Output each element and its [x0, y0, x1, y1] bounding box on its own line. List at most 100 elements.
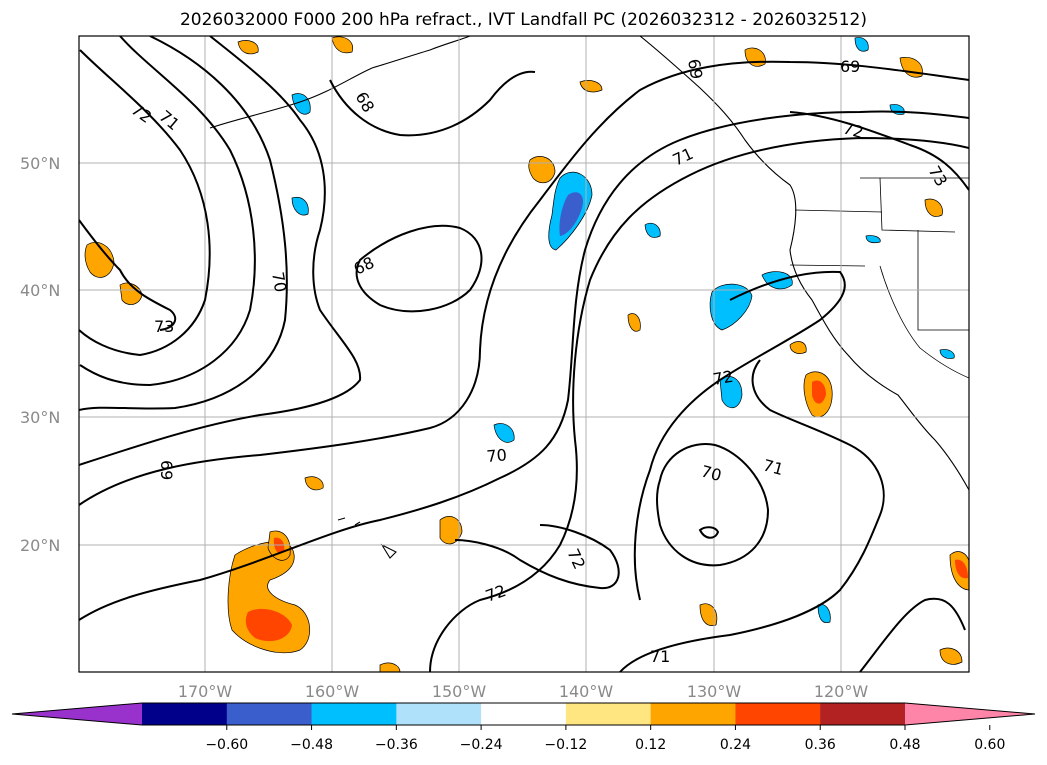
colorbar-segment — [226, 703, 313, 725]
lon-label-170: 170°W — [178, 682, 233, 701]
contour-line-15 — [859, 597, 966, 672]
lon-label-150: 150°W — [432, 682, 487, 701]
positive-anomaly-8 — [439, 516, 463, 545]
colorbar-tick-label: 0.36 — [805, 737, 836, 753]
lat-label-40: 40°N — [20, 281, 60, 300]
contour-line-8 — [355, 224, 483, 313]
negative-anomaly-11 — [817, 604, 831, 624]
colorbar-segment — [650, 703, 736, 725]
colorbar-tick-label: −0.24 — [460, 737, 503, 753]
colorbar-tick-label: 0.48 — [889, 737, 920, 753]
lon-label-120: 120°W — [814, 682, 869, 701]
map-panel: 72 71 68 69 72 73 71 68 70 73 69 70 72 7… — [79, 36, 969, 672]
contour-line-11 — [454, 524, 620, 590]
contour-label: 69 — [684, 57, 706, 80]
colorbar-tick-label: 0.12 — [635, 737, 666, 753]
lat-label-30: 30°N — [20, 408, 60, 427]
positive-anomaly-16 — [627, 313, 641, 332]
negative-anomaly-main-core — [559, 192, 584, 236]
coastlines — [209, 36, 969, 559]
contour-line-5 — [79, 36, 362, 466]
negative-anomaly-6 — [291, 196, 309, 216]
colorbar-segment — [735, 703, 821, 725]
contour-label: 70 — [486, 445, 508, 466]
contour-label: 70 — [268, 270, 290, 293]
colorbar-tick-label: −0.60 — [205, 737, 248, 753]
colorbar-tick-label: 0.60 — [974, 737, 1005, 753]
negative-anomaly-9 — [854, 37, 869, 52]
state-borders — [789, 177, 969, 379]
contour-line-6 — [329, 70, 536, 137]
contour-label: 70 — [699, 462, 724, 486]
negative-anomaly-4 — [719, 376, 743, 408]
colorbar-outline — [11, 702, 1036, 726]
contour-line-9 — [79, 110, 969, 621]
longitude-labels: 170°W 160°W 150°W 140°W 130°W 120°W — [178, 682, 869, 701]
positive-anomaly-18 — [939, 647, 963, 665]
contour-label: 72 — [711, 367, 734, 389]
positive-anomaly-20 — [789, 341, 807, 354]
positive-anomaly-17 — [699, 603, 718, 626]
positive-anomaly-3 — [84, 241, 115, 278]
contour-label: 73 — [154, 317, 174, 336]
lon-label-130: 130°W — [687, 682, 742, 701]
positive-anomaly-core-6 — [812, 380, 826, 404]
positive-anomaly-core-7 — [955, 559, 968, 579]
contour-line-16 — [789, 111, 969, 191]
colorbar-segment — [396, 703, 482, 725]
contour-line-12 — [619, 359, 885, 672]
negative-anomaly-5 — [291, 93, 311, 115]
positive-anomaly-19 — [379, 662, 401, 672]
coastline-west-north-america — [639, 36, 969, 491]
positive-anomaly-9 — [304, 476, 324, 491]
lat-label-20: 20°N — [20, 536, 60, 555]
contour-line-14 — [633, 270, 846, 601]
map-title: 2026032000 F000 200 hPa refract., IVT La… — [179, 10, 867, 30]
contour-lines — [79, 36, 969, 672]
lon-label-160: 160°W — [305, 682, 360, 701]
map-frame — [78, 35, 970, 673]
negative-anomaly-2 — [709, 283, 753, 331]
colorbar-tick-label: −0.48 — [290, 737, 333, 753]
negative-anomaly-8 — [644, 222, 661, 238]
lon-label-140: 140°W — [559, 682, 614, 701]
contour-line-13 — [656, 443, 770, 567]
contour-label: 72 — [841, 119, 866, 143]
colorbar-tick-label: −0.36 — [375, 737, 418, 753]
contour-line-2 — [79, 36, 256, 387]
negative-anomaly-13 — [939, 349, 955, 359]
contour-label: 71 — [761, 456, 786, 480]
colorbar-segment — [820, 703, 906, 725]
contour-line-7 — [79, 60, 969, 506]
lat-label-50: 50°N — [20, 154, 60, 173]
contour-label: 71 — [650, 647, 670, 666]
contour-label: 69 — [840, 57, 860, 76]
contour-line-3 — [79, 36, 288, 411]
map-background — [79, 36, 969, 672]
positive-anomaly-14 — [924, 198, 943, 217]
positive-anomaly-core-1 — [245, 608, 292, 642]
colorbar: −0.60 −0.48 −0.36 −0.24 −0.12 0.12 0.24 0.36 0.4… — [11, 702, 1036, 753]
latitude-labels: 50°N 40°N 30°N 20°N — [20, 154, 60, 555]
colorbar-extend-low — [12, 703, 142, 725]
positive-anomaly-10 — [237, 40, 259, 55]
colorbar-segment — [481, 703, 567, 725]
colorbar-segment — [565, 703, 652, 725]
contour-line-4 — [79, 219, 177, 331]
colorbar-tick-label: 0.24 — [720, 737, 751, 753]
contour-line-1 — [79, 49, 211, 357]
positive-anomaly-11 — [331, 36, 354, 54]
contour-label: 69 — [157, 460, 176, 480]
colorbar-extend-high — [905, 703, 1035, 725]
coastline-aleutians-alaska — [209, 36, 471, 129]
contour-line-10 — [429, 136, 969, 672]
negative-anomaly-12 — [865, 235, 881, 244]
colorbar-tick-label: −0.12 — [544, 737, 587, 753]
colorbar-segment — [311, 703, 397, 725]
shaded-anomalies — [84, 36, 969, 672]
colorbar-segment — [142, 703, 228, 725]
contour-line-17 — [698, 526, 720, 539]
coastline-hawaii — [337, 517, 397, 559]
negative-anomaly-7 — [493, 423, 515, 443]
